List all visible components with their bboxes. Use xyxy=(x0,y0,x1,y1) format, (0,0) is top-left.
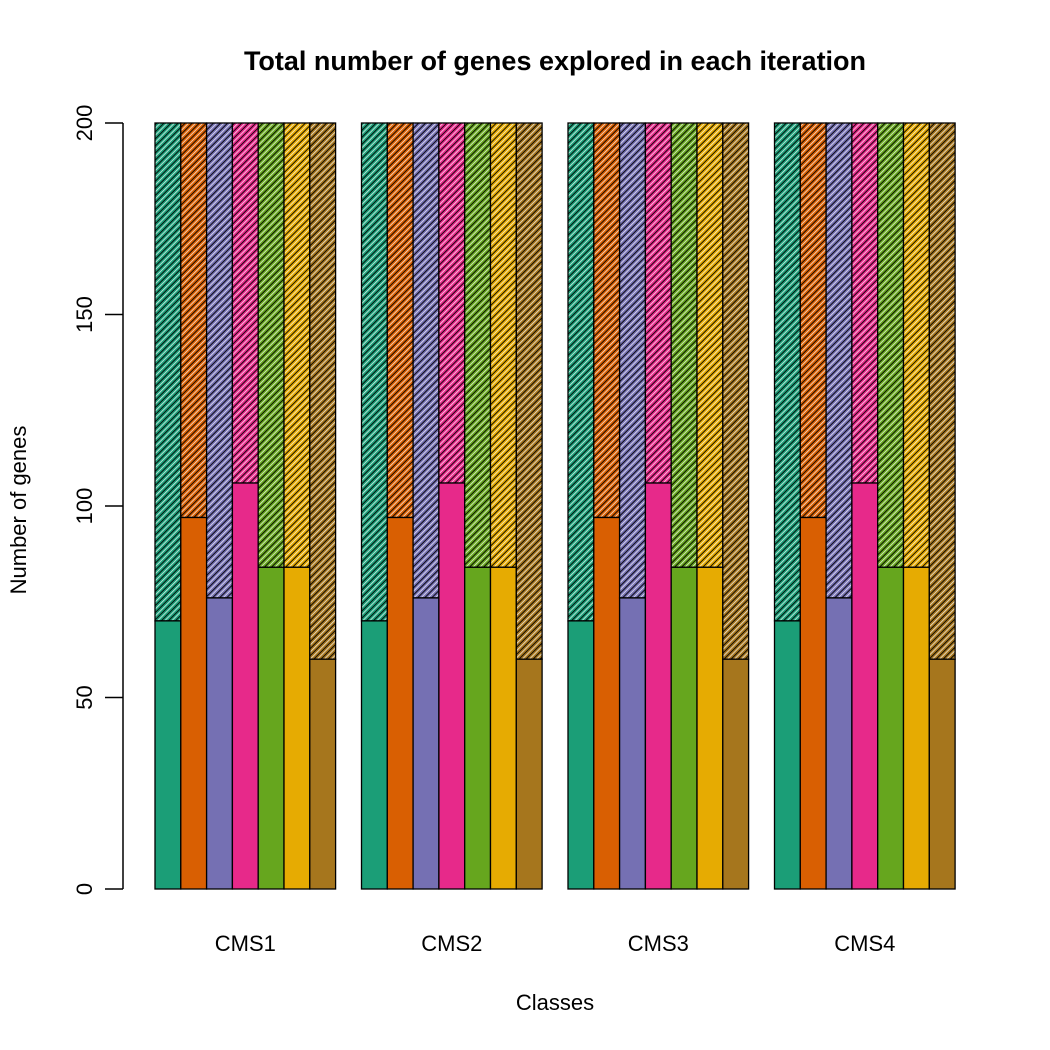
bar-solid-segment xyxy=(670,566,698,890)
bar-solid-segment xyxy=(877,566,905,890)
bar-solid-segment xyxy=(283,566,311,890)
bar-solid-segment xyxy=(205,597,234,890)
y-tick-label: 150 xyxy=(72,296,97,333)
bar-hatched-segment xyxy=(618,122,647,599)
bar-solid-segment xyxy=(180,516,208,890)
bar-hatched-segment xyxy=(180,122,208,519)
bar-solid-segment xyxy=(567,620,595,890)
bar-hatched-segment xyxy=(877,122,905,568)
bar-solid-segment xyxy=(902,566,930,890)
category-labels: CMS1 CMS2 CMS3 CMS4 xyxy=(215,931,896,956)
bar-hatched-segment xyxy=(231,122,259,484)
y-tick-label: 200 xyxy=(72,105,97,142)
bars xyxy=(154,122,956,890)
bar-hatched-segment xyxy=(670,122,698,568)
chart-title: Total number of genes explored in each i… xyxy=(244,46,866,76)
bar-solid-segment xyxy=(644,482,672,890)
bar-hatched-segment xyxy=(696,122,724,568)
x-tick-label: CMS1 xyxy=(215,931,276,956)
bar-solid-segment xyxy=(438,482,466,890)
bar-hatched-segment xyxy=(515,122,543,660)
bar-solid-segment xyxy=(593,516,621,890)
bar-solid-segment xyxy=(928,658,956,890)
bar-hatched-segment xyxy=(722,122,750,660)
bar-hatched-segment xyxy=(928,122,956,660)
bar-hatched-segment xyxy=(773,122,801,622)
bar-solid-segment xyxy=(722,658,750,890)
bar-solid-segment xyxy=(825,597,853,890)
bar-hatched-segment xyxy=(438,122,466,484)
bar-solid-segment xyxy=(257,566,285,890)
x-tick-label: CMS4 xyxy=(834,931,895,956)
bar-hatched-segment xyxy=(154,122,182,622)
bar-solid-segment xyxy=(309,658,337,890)
bar-hatched-segment xyxy=(799,122,827,519)
x-axis-label: Classes xyxy=(516,990,594,1015)
y-axis-label: Number of genes xyxy=(6,426,31,595)
bar-hatched-segment xyxy=(386,122,414,519)
bar-solid-segment xyxy=(773,620,801,890)
bar-solid-segment xyxy=(515,658,543,890)
bar-hatched-segment xyxy=(309,122,337,660)
y-tick-label: 0 xyxy=(72,883,97,895)
bar-hatched-segment xyxy=(412,122,440,599)
bar-hatched-segment xyxy=(567,122,595,622)
x-tick-label: CMS3 xyxy=(628,931,689,956)
bar-hatched-segment xyxy=(464,122,492,568)
bar-solid-segment xyxy=(360,620,388,890)
bar-solid-segment xyxy=(799,516,827,890)
y-axis: 0 50 100 150 200 xyxy=(72,105,124,895)
bar-hatched-segment xyxy=(644,122,672,484)
bar-solid-segment xyxy=(412,597,440,890)
bar-solid-segment xyxy=(464,566,492,890)
bar-hatched-segment xyxy=(489,122,517,568)
bar-hatched-segment xyxy=(593,122,621,519)
bar-hatched-segment xyxy=(851,122,879,484)
bar-solid-segment xyxy=(231,482,259,890)
bar-hatched-segment xyxy=(825,122,853,599)
bar-hatched-segment xyxy=(360,122,388,622)
bar-hatched-segment xyxy=(257,122,285,568)
bar-solid-segment xyxy=(386,516,414,890)
bar-hatched-segment xyxy=(902,122,930,568)
bar-solid-segment xyxy=(851,482,879,890)
bar-hatched-segment xyxy=(283,122,311,568)
y-tick-label: 50 xyxy=(72,685,97,709)
bar-solid-segment xyxy=(489,566,517,890)
y-tick-label: 100 xyxy=(72,488,97,525)
bar-solid-segment xyxy=(618,597,647,890)
x-tick-label: CMS2 xyxy=(421,931,482,956)
bar-solid-segment xyxy=(154,620,182,890)
bar-hatched-segment xyxy=(205,122,234,599)
bar-solid-segment xyxy=(696,566,724,890)
